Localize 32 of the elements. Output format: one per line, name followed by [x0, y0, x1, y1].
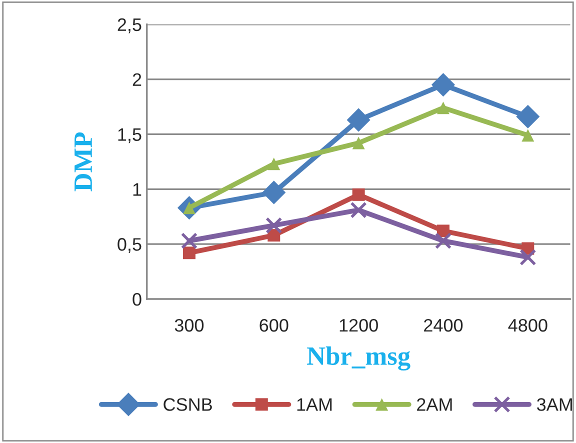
point [350, 202, 367, 218]
point [182, 246, 196, 260]
point [522, 129, 534, 142]
x-tick-label: 1200 [340, 318, 378, 332]
point [434, 232, 452, 250]
legend-label: 1AM [297, 398, 332, 411]
x-tick-label: 2400 [424, 318, 463, 332]
point [266, 217, 282, 234]
x-axis-title: Nbr_msg [307, 346, 410, 371]
point [436, 102, 450, 114]
x-tick-label: 600 [260, 318, 288, 332]
y-tick-label: 1 [133, 183, 142, 196]
x-tick-label: 4800 [508, 318, 548, 332]
x-tick-label: 300 [174, 318, 204, 332]
y-axis-title: DMP [74, 132, 92, 192]
point [346, 108, 370, 132]
legend-label: 3AM [537, 398, 572, 411]
y-tick-label: 1,5 [118, 128, 142, 144]
point [352, 188, 365, 201]
point [520, 248, 536, 266]
point [431, 73, 456, 97]
legend-label: CSNB [164, 398, 212, 411]
legend-label: 2AM [417, 398, 452, 411]
y-tick-label: 0,5 [118, 238, 142, 253]
y-tick-label: 2,5 [118, 18, 142, 34]
point [516, 104, 540, 128]
point [268, 158, 280, 170]
point [180, 232, 198, 250]
y-tick-label: 2 [132, 73, 142, 86]
point [352, 136, 365, 150]
point [262, 180, 286, 204]
y-tick-label: 0 [132, 292, 142, 306]
